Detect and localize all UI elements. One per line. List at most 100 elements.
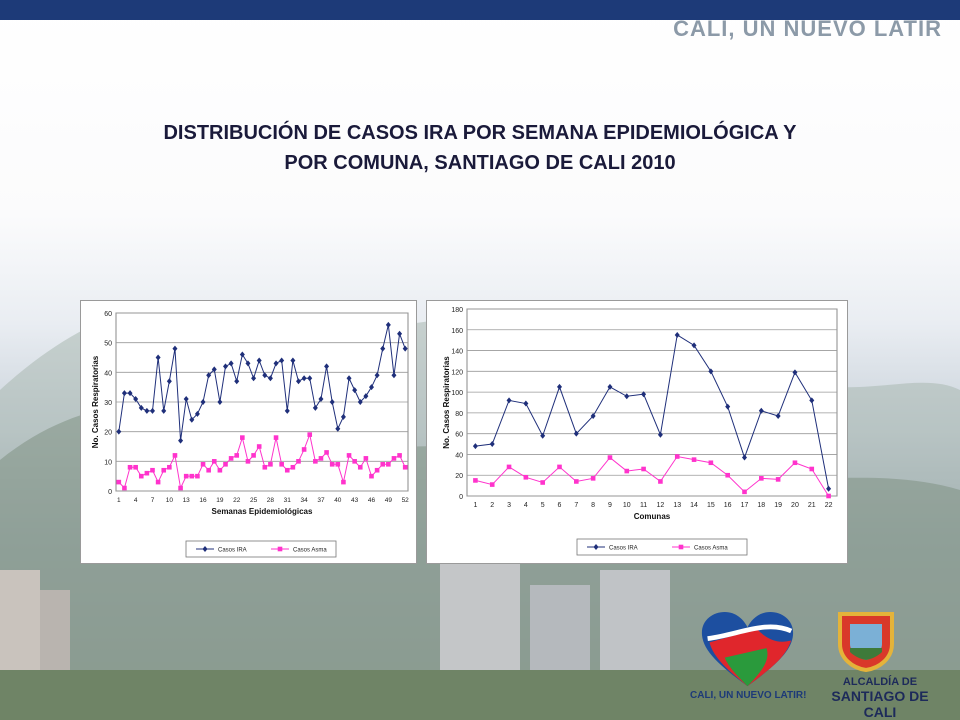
comunas-ytick-label: 180	[451, 307, 463, 314]
weeks-ytick-label: 0	[108, 489, 112, 496]
weeks-point-asma	[386, 462, 391, 467]
weeks-point-ira	[245, 360, 251, 367]
chart-comunas: 0 20 40 60 80 100 120 140 160 180 1 2 3 4 5 6 7 8 9 10 11 12 1…	[426, 300, 848, 564]
weeks-point-ira	[178, 437, 184, 444]
comunas-point-ira	[826, 485, 832, 492]
weeks-xtick-label: 28	[267, 497, 275, 504]
comunas-xtick-label: 21	[808, 502, 816, 509]
weeks-point-ira	[374, 372, 380, 379]
weeks-point-asma	[127, 464, 133, 470]
weeks-xtick-label: 16	[199, 497, 207, 504]
weeks-point-asma	[357, 464, 363, 470]
weeks-xtick-label: 52	[402, 497, 410, 504]
comunas-xtick-label: 11	[640, 502, 647, 509]
weeks-point-ira	[161, 407, 167, 414]
weeks-xtick-label: 19	[216, 497, 224, 504]
comunas-point-ira	[472, 443, 478, 450]
comunas-point-asma	[759, 476, 764, 481]
weeks-point-asma	[211, 459, 217, 464]
weeks-point-ira	[116, 428, 122, 435]
comunas-ytick-label: 160	[451, 328, 463, 335]
weeks-series-line-ira	[118, 324, 406, 441]
weeks-point-ira	[239, 351, 245, 358]
weeks-point-asma	[262, 464, 268, 470]
weeks-point-asma	[122, 485, 127, 491]
weeks-point-ira	[369, 384, 374, 391]
weeks-xtick-label: 10	[166, 497, 174, 504]
comunas-xtick-label: 1	[473, 502, 477, 509]
weeks-point-asma	[234, 453, 240, 458]
weeks-point-asma	[397, 453, 402, 458]
comunas-ytick-label: 0	[459, 494, 463, 501]
weeks-point-ira	[189, 416, 195, 423]
weeks-point-ira	[133, 396, 139, 403]
weeks-point-ira	[172, 345, 178, 352]
weeks-point-asma	[284, 467, 290, 473]
weeks-point-ira	[385, 321, 391, 328]
weeks-point-ira	[206, 372, 212, 379]
comunas-point-ira	[573, 430, 579, 437]
comunas-point-asma	[506, 464, 512, 470]
weeks-point-asma	[346, 453, 352, 458]
weeks-point-ira	[256, 357, 262, 364]
weeks-point-ira	[121, 390, 127, 397]
weeks-point-ira	[138, 404, 144, 411]
comunas-point-asma	[708, 460, 714, 466]
weeks-xtick-label: 13	[183, 497, 191, 504]
weeks-point-ira	[301, 375, 307, 382]
comunas-ytick-label: 20	[455, 473, 463, 480]
weeks-point-asma	[374, 467, 380, 473]
weeks-point-ira	[391, 372, 397, 379]
comunas-ylabel: No. Casos Respiratorias	[442, 356, 451, 449]
weeks-legend-label: Casos Asma	[293, 548, 327, 554]
comunas-xtick-label: 14	[690, 502, 698, 509]
comunas-point-asma	[775, 477, 781, 482]
weeks-point-ira	[150, 407, 155, 414]
weeks-point-ira	[363, 393, 369, 400]
weeks-point-ira	[273, 360, 279, 367]
weeks-ytick-label: 30	[104, 400, 112, 407]
comunas-point-ira	[758, 407, 764, 414]
weeks-xtick-label: 49	[385, 497, 393, 504]
slide-title-line1: DISTRIBUCIÓN DE CASOS IRA POR SEMANA EPI…	[163, 122, 797, 144]
weeks-point-asma	[223, 462, 228, 467]
weeks-point-asma	[380, 462, 386, 467]
top-banner	[0, 0, 960, 20]
comunas-legend-marker-ira	[593, 544, 599, 550]
comunas-ytick-label: 100	[451, 390, 463, 397]
weeks-point-asma	[155, 479, 161, 485]
comunas-point-ira	[523, 400, 529, 407]
weeks-xtick-label: 43	[351, 497, 359, 504]
comunas-ytick-label: 120	[451, 369, 463, 376]
weeks-ytick-label: 40	[104, 370, 112, 377]
weeks-point-asma	[167, 464, 172, 470]
weeks-point-asma	[116, 479, 122, 485]
comunas-point-ira	[725, 403, 731, 410]
comunas-point-asma	[826, 493, 831, 499]
weeks-point-ira	[296, 378, 301, 385]
comunas-series-line-asma	[475, 455, 830, 497]
comunas-point-asma	[674, 454, 680, 459]
weeks-point-asma	[206, 467, 211, 473]
weeks-point-asma	[324, 450, 329, 455]
weeks-point-ira	[340, 413, 346, 420]
comunas-point-ira	[691, 342, 697, 349]
weeks-ytick-label: 50	[104, 341, 112, 348]
weeks-point-asma	[240, 435, 245, 440]
weeks-point-asma	[273, 435, 279, 440]
weeks-point-asma	[178, 485, 183, 491]
comunas-point-asma	[809, 466, 815, 472]
weeks-point-ira	[183, 396, 189, 403]
weeks-point-ira	[335, 425, 341, 432]
comunas-point-ira	[708, 368, 714, 375]
comunas-legend-box	[576, 538, 748, 556]
weeks-point-asma	[228, 456, 234, 461]
comunas-point-asma	[725, 472, 730, 478]
weeks-xtick-label: 40	[334, 497, 342, 504]
weeks-point-ira	[262, 372, 268, 379]
weeks-point-asma	[150, 467, 155, 473]
weeks-point-asma	[200, 462, 206, 467]
city-background	[0, 560, 960, 720]
weeks-legend-label: Casos IRA	[218, 548, 247, 554]
